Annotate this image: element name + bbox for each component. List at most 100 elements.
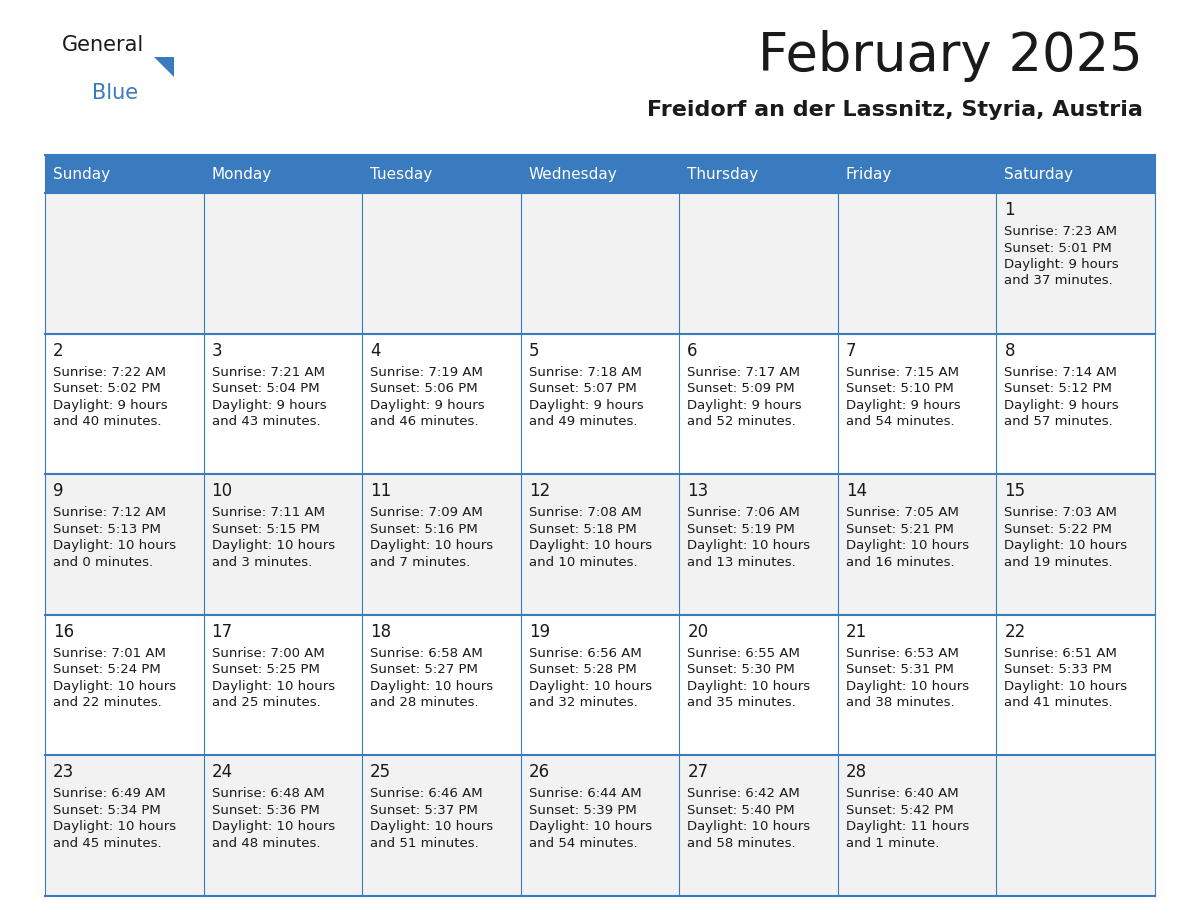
Text: 20: 20 — [688, 622, 708, 641]
Text: 1: 1 — [1004, 201, 1015, 219]
Text: Daylight: 10 hours: Daylight: 10 hours — [371, 821, 493, 834]
Text: General: General — [62, 35, 144, 55]
Text: February 2025: February 2025 — [758, 30, 1143, 82]
Text: and 37 minutes.: and 37 minutes. — [1004, 274, 1113, 287]
Text: and 16 minutes.: and 16 minutes. — [846, 555, 954, 568]
Text: 11: 11 — [371, 482, 391, 500]
Text: Sunrise: 7:12 AM: Sunrise: 7:12 AM — [53, 506, 166, 520]
Text: Sunrise: 6:56 AM: Sunrise: 6:56 AM — [529, 647, 642, 660]
Text: Daylight: 10 hours: Daylight: 10 hours — [53, 680, 176, 693]
Text: and 49 minutes.: and 49 minutes. — [529, 415, 637, 428]
Text: 27: 27 — [688, 764, 708, 781]
Text: and 54 minutes.: and 54 minutes. — [846, 415, 954, 428]
Text: Daylight: 10 hours: Daylight: 10 hours — [688, 821, 810, 834]
Text: Sunrise: 7:06 AM: Sunrise: 7:06 AM — [688, 506, 800, 520]
Text: 7: 7 — [846, 341, 857, 360]
Text: 22: 22 — [1004, 622, 1025, 641]
Text: and 0 minutes.: and 0 minutes. — [53, 555, 153, 568]
Text: Daylight: 9 hours: Daylight: 9 hours — [846, 398, 960, 411]
Text: Blue: Blue — [91, 83, 138, 103]
Text: Sunset: 5:12 PM: Sunset: 5:12 PM — [1004, 382, 1112, 395]
Text: 10: 10 — [211, 482, 233, 500]
Text: Friday: Friday — [846, 166, 892, 182]
Text: 17: 17 — [211, 622, 233, 641]
Text: and 51 minutes.: and 51 minutes. — [371, 837, 479, 850]
Text: Sunrise: 6:51 AM: Sunrise: 6:51 AM — [1004, 647, 1117, 660]
Bar — [45, 615, 1155, 756]
Text: Sunrise: 7:03 AM: Sunrise: 7:03 AM — [1004, 506, 1117, 520]
Text: Sunset: 5:42 PM: Sunset: 5:42 PM — [846, 804, 954, 817]
Text: Daylight: 10 hours: Daylight: 10 hours — [529, 821, 652, 834]
Text: 6: 6 — [688, 341, 697, 360]
Text: 26: 26 — [529, 764, 550, 781]
Text: 15: 15 — [1004, 482, 1025, 500]
Text: and 57 minutes.: and 57 minutes. — [1004, 415, 1113, 428]
Text: Daylight: 11 hours: Daylight: 11 hours — [846, 821, 969, 834]
Text: 4: 4 — [371, 341, 380, 360]
Text: 24: 24 — [211, 764, 233, 781]
Text: and 7 minutes.: and 7 minutes. — [371, 555, 470, 568]
Text: Sunrise: 7:11 AM: Sunrise: 7:11 AM — [211, 506, 324, 520]
Text: 12: 12 — [529, 482, 550, 500]
Text: Sunrise: 7:14 AM: Sunrise: 7:14 AM — [1004, 365, 1117, 378]
Text: 25: 25 — [371, 764, 391, 781]
Text: and 54 minutes.: and 54 minutes. — [529, 837, 637, 850]
Text: Sunset: 5:09 PM: Sunset: 5:09 PM — [688, 382, 795, 395]
Text: Sunset: 5:15 PM: Sunset: 5:15 PM — [211, 522, 320, 536]
Text: 28: 28 — [846, 764, 867, 781]
Text: and 13 minutes.: and 13 minutes. — [688, 555, 796, 568]
Text: Thursday: Thursday — [688, 166, 758, 182]
Text: Daylight: 9 hours: Daylight: 9 hours — [1004, 258, 1119, 271]
Text: Daylight: 9 hours: Daylight: 9 hours — [211, 398, 327, 411]
Text: and 45 minutes.: and 45 minutes. — [53, 837, 162, 850]
Text: and 41 minutes.: and 41 minutes. — [1004, 696, 1113, 710]
Text: Sunrise: 7:00 AM: Sunrise: 7:00 AM — [211, 647, 324, 660]
Text: Sunset: 5:36 PM: Sunset: 5:36 PM — [211, 804, 320, 817]
Text: Sunrise: 7:22 AM: Sunrise: 7:22 AM — [53, 365, 166, 378]
Text: and 58 minutes.: and 58 minutes. — [688, 837, 796, 850]
Text: Sunrise: 6:49 AM: Sunrise: 6:49 AM — [53, 788, 165, 800]
Text: Sunrise: 7:17 AM: Sunrise: 7:17 AM — [688, 365, 801, 378]
Bar — [45, 155, 1155, 193]
Text: Wednesday: Wednesday — [529, 166, 618, 182]
Text: and 10 minutes.: and 10 minutes. — [529, 555, 637, 568]
Bar — [45, 756, 1155, 896]
Text: Sunrise: 7:09 AM: Sunrise: 7:09 AM — [371, 506, 482, 520]
Text: Sunset: 5:28 PM: Sunset: 5:28 PM — [529, 664, 637, 677]
Text: Sunset: 5:04 PM: Sunset: 5:04 PM — [211, 382, 320, 395]
Text: 8: 8 — [1004, 341, 1015, 360]
Bar — [45, 475, 1155, 615]
Text: 2: 2 — [53, 341, 64, 360]
Text: Sunset: 5:39 PM: Sunset: 5:39 PM — [529, 804, 637, 817]
Text: 16: 16 — [53, 622, 74, 641]
Text: and 38 minutes.: and 38 minutes. — [846, 696, 954, 710]
Text: and 40 minutes.: and 40 minutes. — [53, 415, 162, 428]
Text: 13: 13 — [688, 482, 708, 500]
Text: Sunrise: 7:05 AM: Sunrise: 7:05 AM — [846, 506, 959, 520]
Text: Sunset: 5:16 PM: Sunset: 5:16 PM — [371, 522, 478, 536]
Text: Sunset: 5:02 PM: Sunset: 5:02 PM — [53, 382, 160, 395]
Text: Freidorf an der Lassnitz, Styria, Austria: Freidorf an der Lassnitz, Styria, Austri… — [647, 100, 1143, 120]
Text: Sunrise: 7:21 AM: Sunrise: 7:21 AM — [211, 365, 324, 378]
Text: Sunrise: 7:18 AM: Sunrise: 7:18 AM — [529, 365, 642, 378]
Text: Daylight: 9 hours: Daylight: 9 hours — [371, 398, 485, 411]
Text: and 52 minutes.: and 52 minutes. — [688, 415, 796, 428]
Text: Daylight: 9 hours: Daylight: 9 hours — [1004, 398, 1119, 411]
Text: 14: 14 — [846, 482, 867, 500]
Text: and 32 minutes.: and 32 minutes. — [529, 696, 638, 710]
Text: Daylight: 10 hours: Daylight: 10 hours — [688, 680, 810, 693]
Text: Daylight: 10 hours: Daylight: 10 hours — [211, 680, 335, 693]
Text: Sunrise: 7:08 AM: Sunrise: 7:08 AM — [529, 506, 642, 520]
Text: Sunset: 5:22 PM: Sunset: 5:22 PM — [1004, 522, 1112, 536]
Text: Sunset: 5:13 PM: Sunset: 5:13 PM — [53, 522, 160, 536]
Text: Daylight: 10 hours: Daylight: 10 hours — [846, 680, 969, 693]
Text: Monday: Monday — [211, 166, 272, 182]
Text: 9: 9 — [53, 482, 63, 500]
Text: Daylight: 10 hours: Daylight: 10 hours — [371, 539, 493, 553]
Text: Saturday: Saturday — [1004, 166, 1074, 182]
Text: Daylight: 10 hours: Daylight: 10 hours — [846, 539, 969, 553]
Text: Daylight: 10 hours: Daylight: 10 hours — [53, 539, 176, 553]
Text: and 46 minutes.: and 46 minutes. — [371, 415, 479, 428]
Text: Sunset: 5:33 PM: Sunset: 5:33 PM — [1004, 664, 1112, 677]
Text: and 48 minutes.: and 48 minutes. — [211, 837, 320, 850]
